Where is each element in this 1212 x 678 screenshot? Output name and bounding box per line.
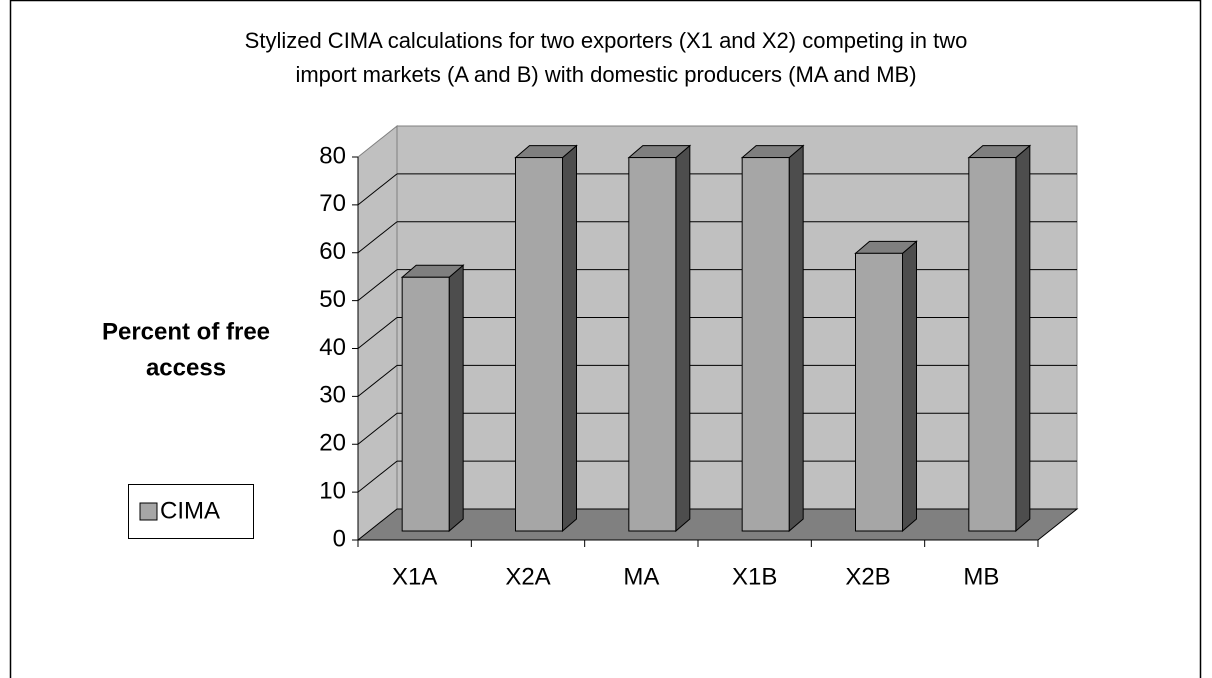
grid-line [357,364,398,397]
bar-side [788,144,804,533]
bar [741,157,790,532]
chart-title: import markets (A and B) with domestic p… [295,62,916,87]
bar [628,157,677,532]
bar [855,252,903,532]
y-tick-label: 30 [319,382,346,409]
grid-line [357,460,398,493]
chart-frame [9,0,1202,678]
y-tick-label: 20 [319,430,346,457]
bar-side [902,240,917,533]
x-tick-label: X2A [505,563,550,590]
y-tick-label: 40 [319,334,346,361]
y-tick-label: 10 [319,477,346,504]
y-tick-label: 50 [319,286,346,313]
grid-line [357,173,398,206]
legend-swatch [139,502,158,521]
bar-side [675,144,691,533]
x-tick-label: X1A [392,563,437,590]
y-tick-label: 60 [319,238,346,265]
bar [515,157,563,532]
x-tick-label: MB [963,563,999,590]
grid-line [357,269,398,302]
x-tick-label: X1B [732,563,777,590]
chart-title: Stylized CIMA calculations for two expor… [245,28,968,53]
y-tick-label: 70 [319,190,346,217]
x-tick-label: MA [623,563,659,590]
bar [401,276,450,532]
bar-side [1015,144,1031,533]
bar-side [448,264,464,533]
grid-line [357,317,398,349]
bar-side [562,144,577,533]
y-axis-label: access [146,354,226,381]
y-axis-label: Percent of free [102,318,270,345]
grid-line [357,412,398,445]
legend-label: CIMA [160,497,220,524]
grid-line [357,221,398,254]
y-tick-label: 80 [319,142,346,169]
y-tick-label: 0 [333,525,346,552]
x-tick-label: X2B [845,563,890,590]
bar [968,157,1017,532]
